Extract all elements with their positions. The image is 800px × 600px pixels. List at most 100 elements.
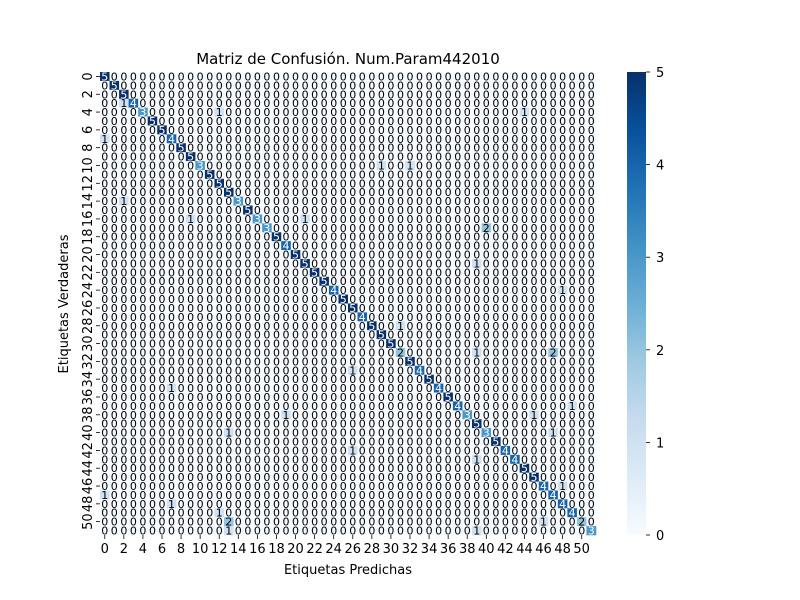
- heatmap-cell: [290, 276, 301, 286]
- cell-value: 0: [311, 249, 318, 262]
- cell-value: 5: [492, 436, 499, 449]
- heatmap-cell: [300, 437, 311, 447]
- cell-value: 0: [273, 346, 280, 359]
- heatmap-cell: [386, 250, 396, 260]
- heatmap-cell: [357, 401, 368, 411]
- heatmap-cell: [510, 526, 520, 536]
- heatmap-cell: [405, 241, 416, 251]
- cell-value: 0: [206, 400, 213, 413]
- heatmap-cell: [395, 472, 406, 482]
- heatmap-cell: [195, 348, 206, 358]
- cell-value: 0: [359, 355, 366, 368]
- heatmap-cell: [424, 410, 435, 420]
- heatmap-cell: [271, 125, 282, 135]
- cell-value: 0: [483, 409, 490, 422]
- cell-value: 0: [263, 409, 270, 422]
- cell-value: 0: [473, 88, 480, 101]
- cell-value: 0: [159, 409, 166, 422]
- heatmap-cell: [262, 241, 272, 251]
- cell-value: 0: [130, 159, 137, 172]
- cell-value: 0: [263, 204, 270, 217]
- cell-value: 0: [311, 391, 318, 404]
- cell-value: 0: [521, 293, 528, 306]
- heatmap-cell: [204, 152, 215, 162]
- heatmap-cell: [252, 107, 263, 117]
- cell-value: 0: [330, 124, 337, 137]
- cell-value: 0: [283, 133, 290, 146]
- cell-value: 0: [397, 409, 404, 422]
- heatmap-cell: [224, 223, 234, 233]
- cell-value: 0: [130, 142, 137, 155]
- heatmap-cell: [138, 348, 148, 358]
- heatmap-cell: [100, 152, 110, 162]
- cell-value: 0: [368, 266, 375, 279]
- heatmap-cell: [224, 214, 234, 224]
- cell-value: 0: [321, 106, 328, 119]
- heatmap-cell: [586, 499, 597, 509]
- heatmap-cell: [443, 490, 454, 500]
- heatmap-cell: [185, 161, 196, 171]
- heatmap-cell: [328, 348, 339, 358]
- cell-value: 0: [416, 115, 423, 128]
- heatmap-cell: [290, 89, 301, 100]
- heatmap-cell: [548, 107, 559, 117]
- heatmap-cell: [166, 348, 177, 358]
- cell-value: 0: [521, 444, 528, 457]
- heatmap-cell: [195, 116, 206, 126]
- heatmap-cell: [424, 72, 435, 82]
- cell-value: 0: [111, 453, 118, 466]
- cell-value: 0: [416, 453, 423, 466]
- cell-value: 0: [206, 302, 213, 315]
- cell-value: 0: [244, 400, 251, 413]
- heatmap-cell: [300, 223, 311, 233]
- cell-value: 0: [578, 106, 585, 119]
- cell-value: 0: [502, 124, 509, 137]
- heatmap-cell: [290, 152, 301, 162]
- heatmap-cell: [567, 116, 578, 126]
- cell-value: 0: [387, 88, 394, 101]
- heatmap-cell: [119, 143, 129, 153]
- cell-value: 0: [139, 142, 146, 155]
- heatmap-cell: [290, 463, 301, 473]
- cell-value: 0: [216, 338, 223, 351]
- cell-value: 0: [397, 168, 404, 181]
- cell-value: 0: [273, 409, 280, 422]
- cell-value: 0: [511, 427, 518, 440]
- heatmap-cell: [510, 116, 520, 126]
- cell-value: 0: [178, 444, 185, 457]
- heatmap-cell: [586, 526, 597, 536]
- cell-value: 0: [321, 302, 328, 315]
- cell-value: 1: [378, 159, 385, 172]
- heatmap-cell: [424, 481, 435, 491]
- cell-value: 0: [426, 329, 433, 342]
- heatmap-cell: [481, 89, 492, 100]
- heatmap-cell: [319, 472, 330, 482]
- heatmap-cell: [538, 312, 549, 322]
- heatmap-cell: [224, 526, 234, 536]
- heatmap-cell: [176, 161, 187, 171]
- heatmap-cell: [472, 481, 482, 491]
- cell-value: 0: [368, 168, 375, 181]
- cell-value: 0: [254, 142, 261, 155]
- heatmap-cell: [233, 161, 244, 171]
- heatmap-cell: [519, 169, 530, 180]
- heatmap-cell: [100, 125, 110, 135]
- heatmap-cell: [538, 116, 549, 126]
- heatmap-cell: [357, 285, 368, 295]
- cell-value: 0: [254, 453, 261, 466]
- heatmap-cell: [529, 187, 540, 197]
- heatmap-cell: [414, 152, 425, 162]
- cell-value: 0: [426, 302, 433, 315]
- heatmap-cell: [510, 294, 520, 304]
- cell-value: 0: [130, 88, 137, 101]
- cell-value: 0: [149, 186, 156, 199]
- cell-value: 0: [578, 88, 585, 101]
- heatmap-cell: [100, 107, 110, 117]
- cell-value: 0: [254, 133, 261, 146]
- cell-value: 0: [454, 409, 461, 422]
- heatmap-cell: [290, 392, 301, 402]
- cell-value: 0: [454, 346, 461, 359]
- cell-value: 0: [206, 231, 213, 244]
- cell-value: 0: [387, 257, 394, 270]
